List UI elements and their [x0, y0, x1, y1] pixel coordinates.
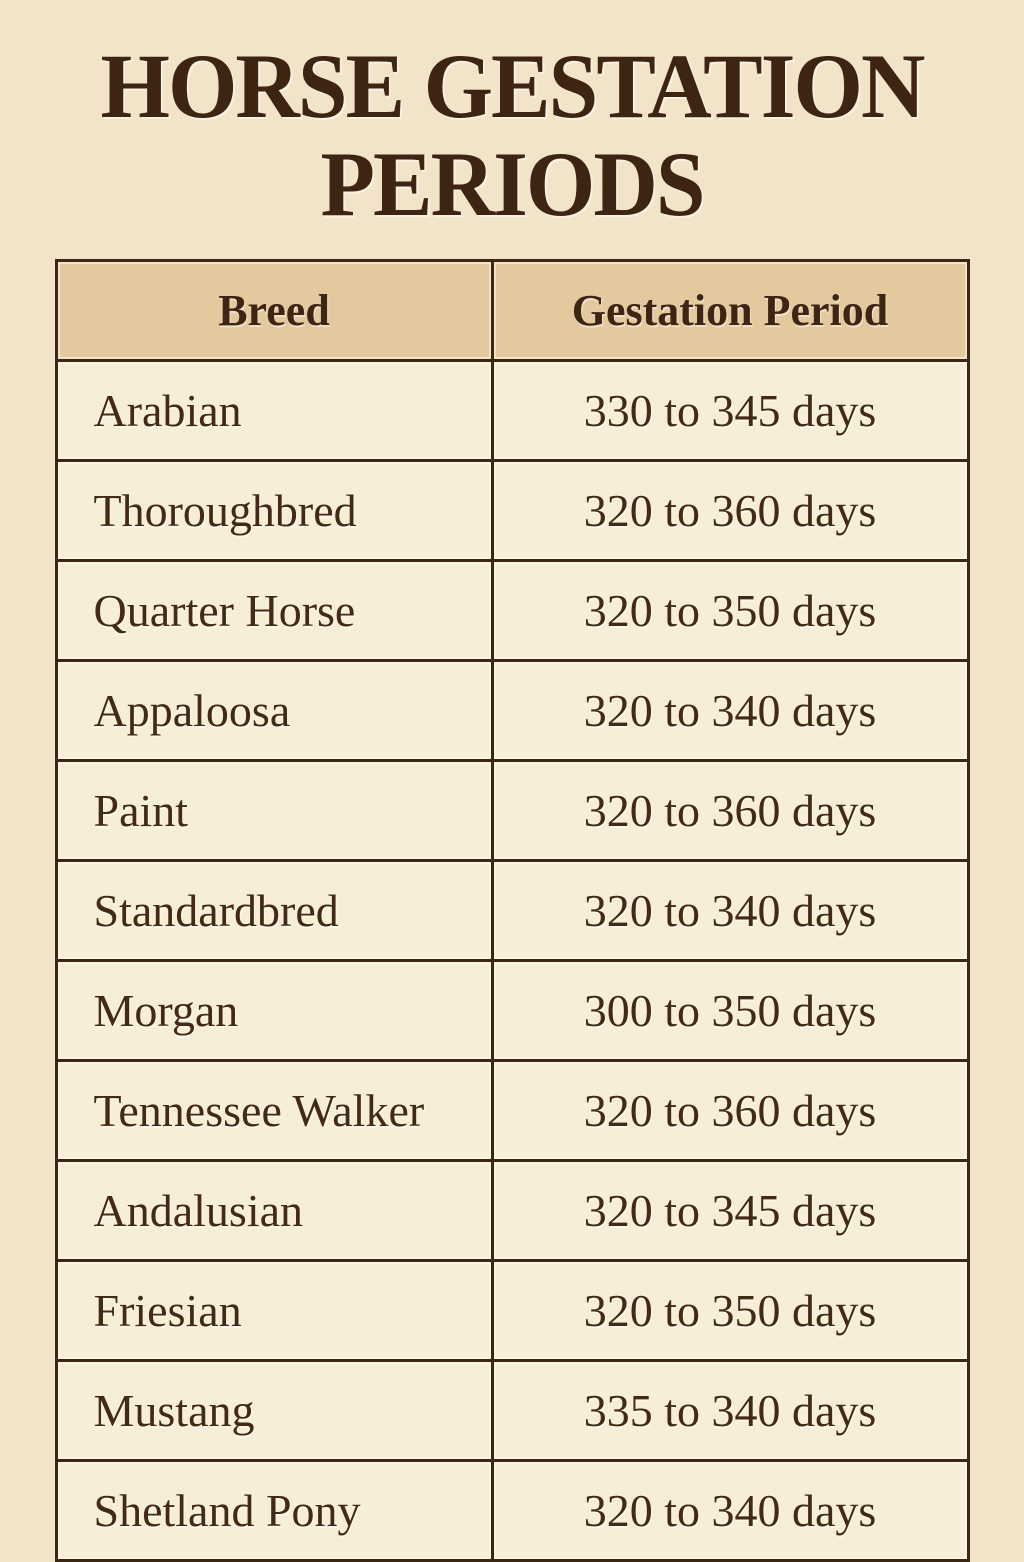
table-row: Appaloosa 320 to 340 days	[54, 659, 970, 763]
table-row: Thoroughbred 320 to 360 days	[54, 459, 970, 563]
table-header-row: Breed Gestation Period	[54, 259, 970, 363]
gestation-period-cell: 320 to 340 days	[490, 859, 970, 963]
gestation-period-cell: 320 to 350 days	[490, 1259, 970, 1363]
gestation-period-cell: 320 to 345 days	[490, 1159, 970, 1263]
gestation-period-cell: 320 to 340 days	[490, 659, 970, 763]
gestation-period-cell: 335 to 340 days	[490, 1359, 970, 1463]
table-row: Morgan 300 to 350 days	[54, 959, 970, 1063]
gestation-period-cell: 330 to 345 days	[490, 359, 970, 463]
gestation-period-cell: 320 to 360 days	[490, 1059, 970, 1163]
table-row: Standardbred 320 to 340 days	[54, 859, 970, 963]
breed-cell: Mustang	[54, 1359, 494, 1463]
table-row: Mustang 335 to 340 days	[54, 1359, 970, 1463]
table-row: Paint 320 to 360 days	[54, 759, 970, 863]
breed-cell: Tennessee Walker	[54, 1059, 494, 1163]
gestation-period-cell: 320 to 340 days	[490, 1459, 970, 1562]
gestation-period-cell: 320 to 350 days	[490, 559, 970, 663]
gestation-table: Breed Gestation Period Arabian 330 to 34…	[54, 259, 970, 1562]
table-row: Andalusian 320 to 345 days	[54, 1159, 970, 1263]
breed-cell: Arabian	[54, 359, 494, 463]
table-row: Tennessee Walker 320 to 360 days	[54, 1059, 970, 1163]
column-header-breed: Breed	[54, 259, 494, 363]
breed-cell: Standardbred	[54, 859, 494, 963]
table-row: Arabian 330 to 345 days	[54, 359, 970, 463]
gestation-period-cell: 320 to 360 days	[490, 759, 970, 863]
breed-cell: Friesian	[54, 1259, 494, 1363]
breed-cell: Thoroughbred	[54, 459, 494, 563]
table-row: Quarter Horse 320 to 350 days	[54, 559, 970, 663]
column-header-gestation-period: Gestation Period	[490, 259, 970, 363]
breed-cell: Paint	[54, 759, 494, 863]
breed-cell: Morgan	[54, 959, 494, 1063]
breed-cell: Andalusian	[54, 1159, 494, 1263]
breed-cell: Appaloosa	[54, 659, 494, 763]
breed-cell: Shetland Pony	[54, 1459, 494, 1562]
gestation-period-cell: 320 to 360 days	[490, 459, 970, 563]
table-body: Arabian 330 to 345 days Thoroughbred 320…	[54, 359, 970, 1562]
breed-cell: Quarter Horse	[54, 559, 494, 663]
table-row: Shetland Pony 320 to 340 days	[54, 1459, 970, 1562]
table-row: Friesian 320 to 350 days	[54, 1259, 970, 1363]
gestation-period-cell: 300 to 350 days	[490, 959, 970, 1063]
page-title: HORSE GESTATION PERIODS	[100, 35, 925, 235]
